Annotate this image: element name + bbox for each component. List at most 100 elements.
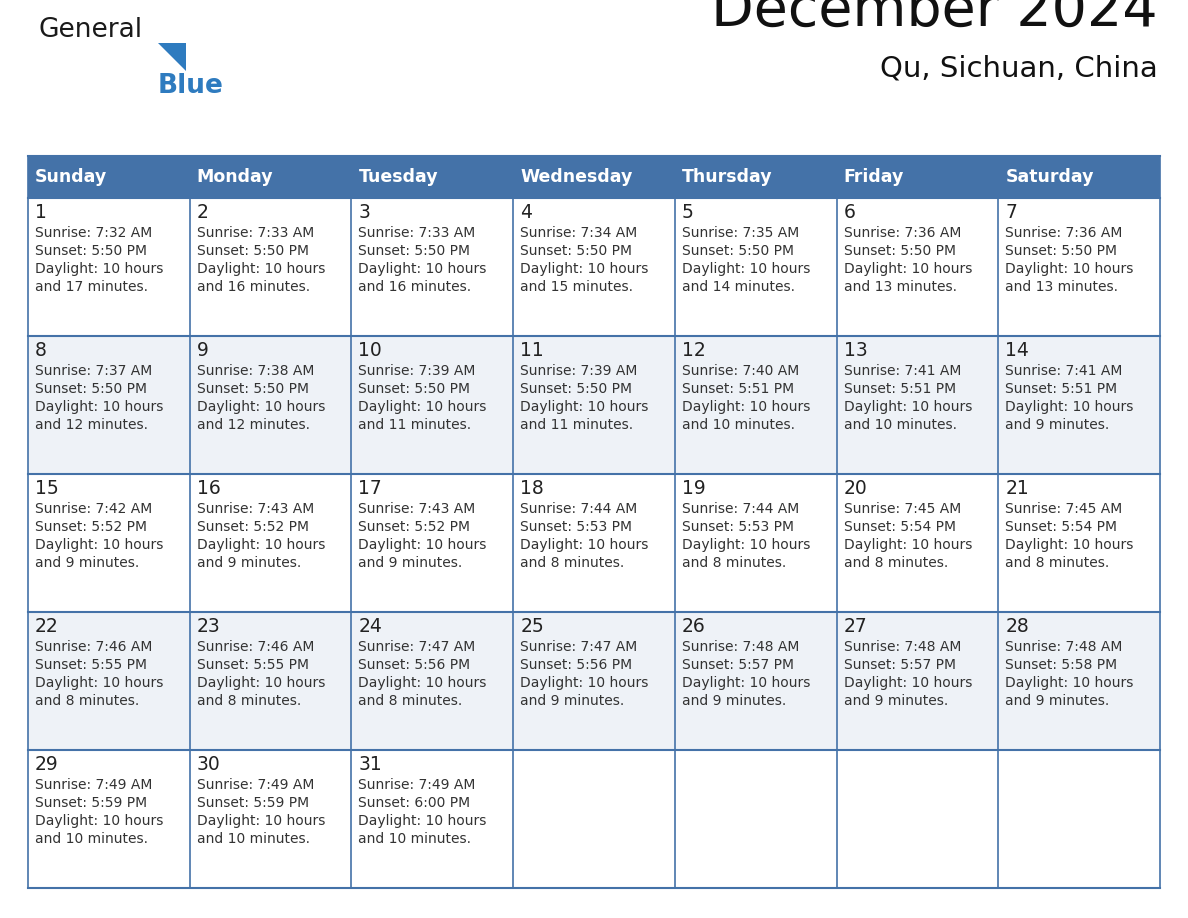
Text: 21: 21 (1005, 479, 1029, 498)
Text: Sunrise: 7:33 AM: Sunrise: 7:33 AM (197, 226, 314, 240)
Text: 25: 25 (520, 617, 544, 636)
Text: Sunset: 5:59 PM: Sunset: 5:59 PM (197, 796, 309, 810)
Text: and 8 minutes.: and 8 minutes. (682, 556, 786, 570)
Text: December 2024: December 2024 (712, 0, 1158, 38)
Text: 18: 18 (520, 479, 544, 498)
Text: Sunrise: 7:47 AM: Sunrise: 7:47 AM (359, 640, 475, 654)
Bar (675, 336, 836, 474)
Text: Daylight: 10 hours: Daylight: 10 hours (843, 676, 972, 690)
Text: Blue: Blue (158, 73, 223, 99)
Text: Sunset: 5:54 PM: Sunset: 5:54 PM (843, 520, 955, 534)
Text: Sunrise: 7:42 AM: Sunrise: 7:42 AM (34, 502, 152, 516)
Text: Sunrise: 7:34 AM: Sunrise: 7:34 AM (520, 226, 638, 240)
Text: Wednesday: Wednesday (520, 168, 632, 186)
Bar (513, 198, 675, 336)
Text: and 12 minutes.: and 12 minutes. (34, 418, 148, 432)
Text: and 8 minutes.: and 8 minutes. (520, 556, 625, 570)
Text: and 10 minutes.: and 10 minutes. (197, 832, 310, 846)
Bar (190, 474, 352, 612)
Text: Sunrise: 7:45 AM: Sunrise: 7:45 AM (1005, 502, 1123, 516)
Text: Sunset: 5:50 PM: Sunset: 5:50 PM (682, 244, 794, 258)
Text: Daylight: 10 hours: Daylight: 10 hours (359, 814, 487, 828)
Bar (675, 612, 836, 750)
Bar (513, 336, 675, 474)
Bar (29, 474, 190, 612)
Text: 19: 19 (682, 479, 706, 498)
Text: Daylight: 10 hours: Daylight: 10 hours (1005, 400, 1133, 414)
Bar (513, 612, 675, 750)
Text: Daylight: 10 hours: Daylight: 10 hours (682, 676, 810, 690)
Text: 7: 7 (1005, 203, 1017, 222)
Text: Daylight: 10 hours: Daylight: 10 hours (520, 538, 649, 552)
Text: Daylight: 10 hours: Daylight: 10 hours (34, 400, 164, 414)
Text: Sunset: 6:00 PM: Sunset: 6:00 PM (359, 796, 470, 810)
Text: and 8 minutes.: and 8 minutes. (197, 694, 301, 708)
Text: Sunset: 5:53 PM: Sunset: 5:53 PM (520, 520, 632, 534)
Text: Friday: Friday (843, 168, 904, 186)
Text: Sunday: Sunday (34, 168, 107, 186)
Bar (352, 612, 513, 750)
Text: 13: 13 (843, 341, 867, 360)
Text: Saturday: Saturday (1005, 168, 1094, 186)
Text: 15: 15 (34, 479, 58, 498)
Text: 14: 14 (1005, 341, 1029, 360)
Text: Sunset: 5:58 PM: Sunset: 5:58 PM (1005, 658, 1118, 672)
Text: Sunset: 5:50 PM: Sunset: 5:50 PM (197, 244, 309, 258)
Text: Sunset: 5:50 PM: Sunset: 5:50 PM (1005, 244, 1117, 258)
Bar (675, 156, 836, 198)
Text: Daylight: 10 hours: Daylight: 10 hours (520, 400, 649, 414)
Text: 3: 3 (359, 203, 371, 222)
Bar (190, 198, 352, 336)
Bar (352, 156, 513, 198)
Bar (836, 156, 998, 198)
Text: 22: 22 (34, 617, 58, 636)
Bar (352, 750, 513, 888)
Text: Sunset: 5:50 PM: Sunset: 5:50 PM (34, 244, 147, 258)
Text: and 9 minutes.: and 9 minutes. (843, 694, 948, 708)
Text: Daylight: 10 hours: Daylight: 10 hours (197, 814, 326, 828)
Text: 1: 1 (34, 203, 46, 222)
Bar (675, 198, 836, 336)
Text: Sunrise: 7:32 AM: Sunrise: 7:32 AM (34, 226, 152, 240)
Bar (513, 750, 675, 888)
Text: Sunrise: 7:35 AM: Sunrise: 7:35 AM (682, 226, 800, 240)
Text: Sunset: 5:57 PM: Sunset: 5:57 PM (682, 658, 794, 672)
Text: and 13 minutes.: and 13 minutes. (1005, 280, 1118, 294)
Text: and 12 minutes.: and 12 minutes. (197, 418, 310, 432)
Text: 4: 4 (520, 203, 532, 222)
Text: 8: 8 (34, 341, 46, 360)
Text: Daylight: 10 hours: Daylight: 10 hours (34, 538, 164, 552)
Text: Daylight: 10 hours: Daylight: 10 hours (682, 262, 810, 276)
Text: Monday: Monday (197, 168, 273, 186)
Text: 20: 20 (843, 479, 867, 498)
Text: Sunrise: 7:36 AM: Sunrise: 7:36 AM (843, 226, 961, 240)
Text: Sunrise: 7:48 AM: Sunrise: 7:48 AM (1005, 640, 1123, 654)
Text: 5: 5 (682, 203, 694, 222)
Text: Daylight: 10 hours: Daylight: 10 hours (197, 400, 326, 414)
Text: Sunrise: 7:44 AM: Sunrise: 7:44 AM (682, 502, 800, 516)
Text: Sunset: 5:50 PM: Sunset: 5:50 PM (34, 382, 147, 396)
Text: Daylight: 10 hours: Daylight: 10 hours (843, 538, 972, 552)
Bar (29, 198, 190, 336)
Text: and 9 minutes.: and 9 minutes. (197, 556, 301, 570)
Text: and 9 minutes.: and 9 minutes. (1005, 418, 1110, 432)
Text: and 10 minutes.: and 10 minutes. (843, 418, 956, 432)
Text: and 10 minutes.: and 10 minutes. (34, 832, 148, 846)
Text: Sunrise: 7:43 AM: Sunrise: 7:43 AM (359, 502, 475, 516)
Text: 6: 6 (843, 203, 855, 222)
Text: Sunset: 5:51 PM: Sunset: 5:51 PM (1005, 382, 1118, 396)
Text: Daylight: 10 hours: Daylight: 10 hours (197, 676, 326, 690)
Bar (352, 474, 513, 612)
Text: Sunrise: 7:49 AM: Sunrise: 7:49 AM (359, 778, 476, 792)
Bar (29, 750, 190, 888)
Text: Qu, Sichuan, China: Qu, Sichuan, China (880, 55, 1158, 83)
Text: Sunrise: 7:43 AM: Sunrise: 7:43 AM (197, 502, 314, 516)
Text: Daylight: 10 hours: Daylight: 10 hours (359, 676, 487, 690)
Text: and 9 minutes.: and 9 minutes. (682, 694, 786, 708)
Text: 11: 11 (520, 341, 544, 360)
Polygon shape (158, 43, 187, 71)
Bar (998, 336, 1159, 474)
Text: Sunrise: 7:40 AM: Sunrise: 7:40 AM (682, 364, 800, 378)
Text: 29: 29 (34, 755, 58, 774)
Text: Sunrise: 7:44 AM: Sunrise: 7:44 AM (520, 502, 638, 516)
